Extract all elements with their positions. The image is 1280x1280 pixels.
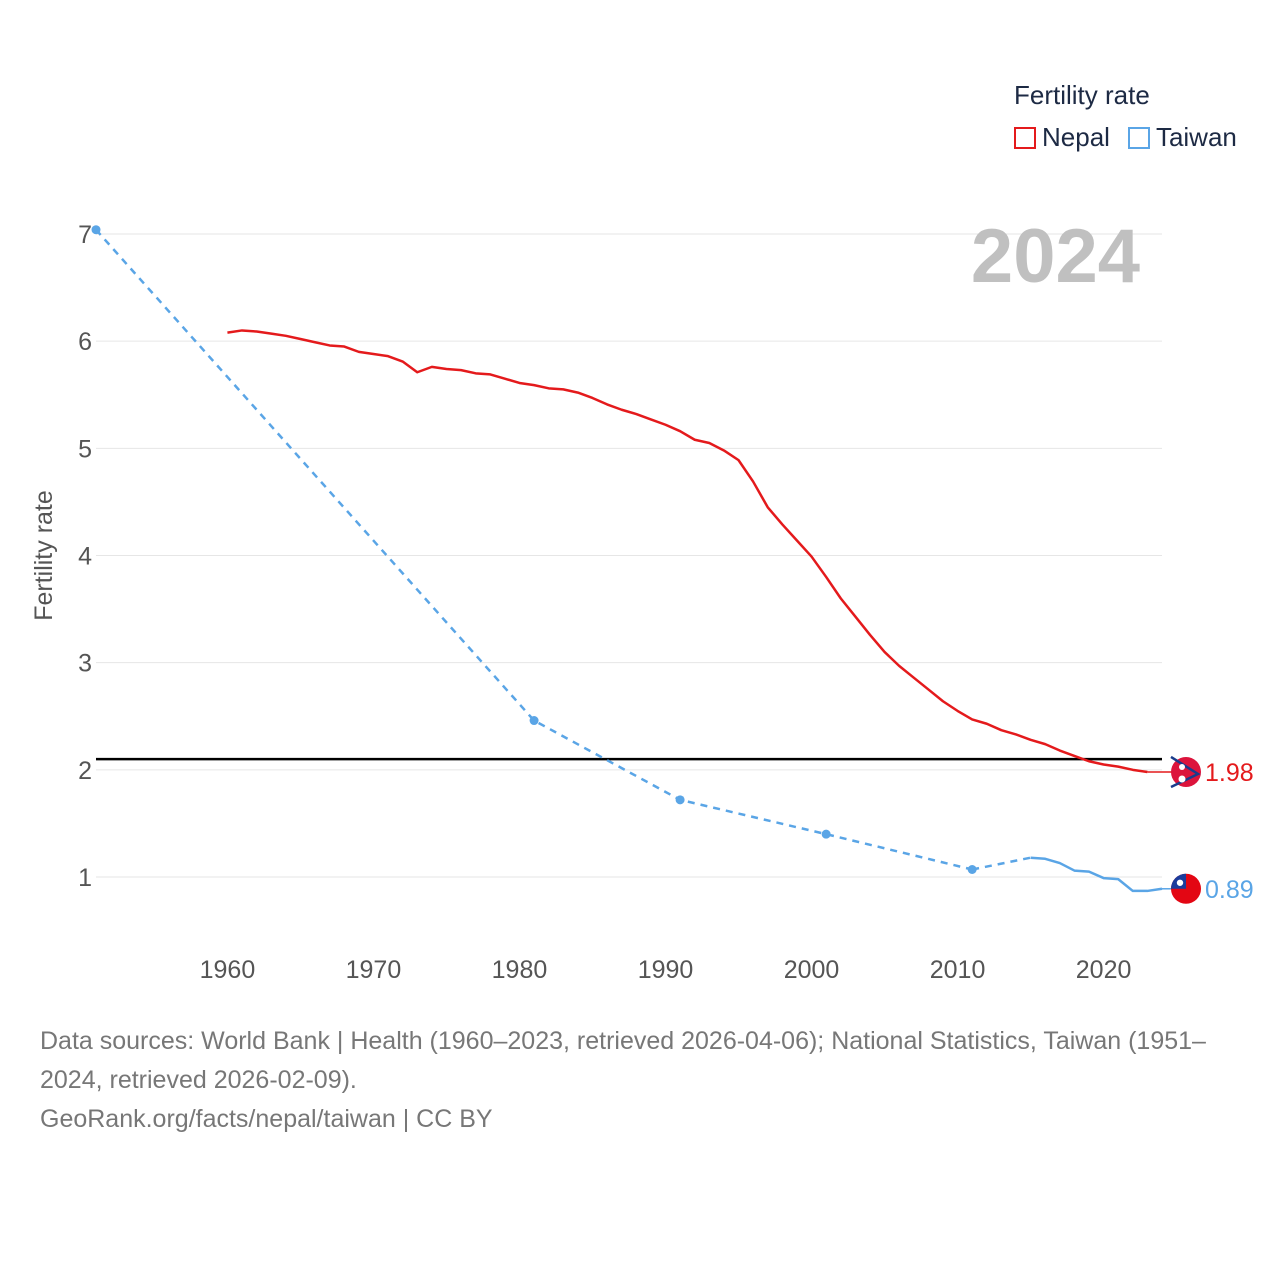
legend-item-taiwan[interactable]: Taiwan xyxy=(1127,122,1237,153)
nepal-flag-icon xyxy=(1170,755,1201,789)
gridlines xyxy=(96,233,1162,878)
legend-label-taiwan: Taiwan xyxy=(1155,122,1237,152)
x-tick-labels: 1960 1970 1980 1990 2000 2010 2020 xyxy=(200,956,1132,984)
x-tick-label: 1960 xyxy=(200,956,256,984)
y-axis-label: Fertility rate xyxy=(30,490,58,621)
x-tick-label: 1980 xyxy=(492,956,548,984)
taiwan-point xyxy=(529,716,539,726)
x-tick-label: 2000 xyxy=(784,956,840,984)
y-tick-label: 2 xyxy=(78,757,92,785)
sources-line: Data sources: World Bank | Health (1960–… xyxy=(40,1027,1206,1094)
legend-title: Fertility rate xyxy=(1014,80,1150,110)
taiwan-dashed-bridge xyxy=(971,856,1031,871)
x-tick-label: 2020 xyxy=(1076,956,1132,984)
taiwan-point xyxy=(821,829,831,839)
x-tick-label: 1970 xyxy=(346,956,402,984)
taiwan-line xyxy=(1030,856,1163,893)
y-tick-label: 7 xyxy=(78,221,92,249)
taiwan-point xyxy=(675,795,685,805)
legend-label-nepal: Nepal xyxy=(1042,122,1110,152)
legend: Nepal Taiwan xyxy=(1014,122,1237,153)
x-tick-label: 2010 xyxy=(930,956,986,984)
x-tick-label: 1990 xyxy=(638,956,694,984)
nepal-flag-border xyxy=(1170,755,1201,789)
y-tick-label: 4 xyxy=(78,543,92,571)
fertility-chart: 1 2 3 4 5 6 7 1960 1970 1980 1990 2000 2010 2020 Fer… xyxy=(30,214,1254,984)
y-tick-label: 5 xyxy=(78,435,92,463)
y-tick-labels: 1 2 3 4 5 6 7 xyxy=(78,221,92,892)
y-tick-label: 3 xyxy=(78,650,92,678)
y-tick-label: 1 xyxy=(78,864,92,892)
legend-swatch-nepal xyxy=(1014,126,1036,149)
taiwan-flag-icon xyxy=(1171,873,1201,904)
nepal-flag-disc xyxy=(1171,756,1201,787)
attribution-line: GeoRank.org/facts/nepal/taiwan | CC BY xyxy=(40,1105,493,1133)
taiwan-dashed-line xyxy=(95,228,973,871)
legend-swatch-taiwan xyxy=(1127,126,1150,149)
legend-item-nepal[interactable]: Nepal xyxy=(1014,122,1110,153)
end-markers: 1.98 0.89 xyxy=(1147,755,1254,904)
y-tick-label: 6 xyxy=(78,328,92,356)
nepal-line xyxy=(227,329,1148,774)
nepal-flag-sun xyxy=(1178,775,1186,783)
taiwan-flag-sun xyxy=(1176,879,1184,886)
nepal-end-value: 1.98 xyxy=(1205,759,1254,787)
series-group xyxy=(91,225,1163,893)
taiwan-point xyxy=(91,225,101,235)
data-sources: Data sources: World Bank | Health (1960–… xyxy=(40,1022,1250,1139)
nepal-flag-moon xyxy=(1179,763,1185,770)
taiwan-end-value: 0.89 xyxy=(1205,876,1254,904)
year-label: 2024 xyxy=(971,214,1140,299)
